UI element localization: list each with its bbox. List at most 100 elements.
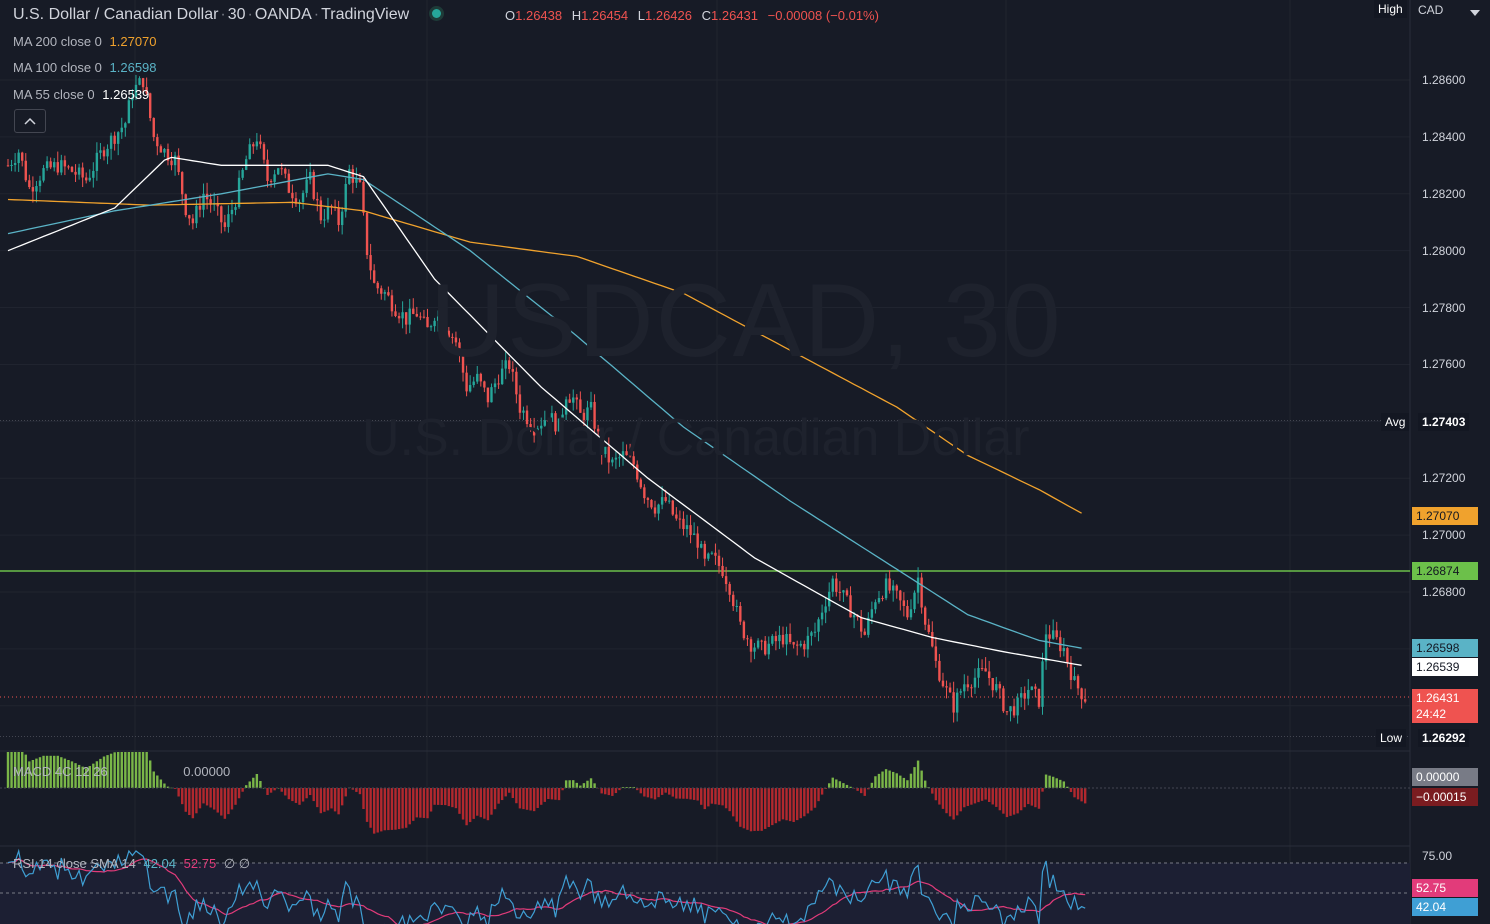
- macd-bar: [24, 754, 27, 788]
- macd-bar: [451, 788, 454, 808]
- macd-bar: [401, 788, 404, 829]
- macd-bar: [1037, 788, 1041, 809]
- candle-body: [529, 424, 532, 430]
- close-label: C: [701, 8, 712, 23]
- macd-bar: [173, 788, 177, 789]
- macd-bar: [159, 779, 163, 788]
- candle-body: [131, 97, 134, 101]
- candle-body: [308, 171, 312, 180]
- candle-body: [906, 605, 909, 618]
- candle-body: [49, 161, 52, 168]
- candle-body: [291, 192, 294, 199]
- macd-bar: [404, 788, 408, 828]
- candle-body: [596, 428, 600, 432]
- macd-bar: [902, 777, 906, 788]
- price-tick: 1.28400: [1422, 129, 1466, 144]
- candle-body: [653, 507, 657, 514]
- macd-bar: [1002, 788, 1005, 814]
- macd-bar: [987, 788, 991, 802]
- interval-label[interactable]: 30: [227, 6, 246, 23]
- market-status-icon[interactable]: [431, 9, 441, 18]
- macd-bar: [486, 788, 490, 821]
- candle-body: [113, 135, 116, 144]
- macd-bar: [134, 752, 138, 788]
- candle-body: [952, 692, 955, 713]
- macd-bar: [564, 780, 568, 788]
- macd-bar: [429, 788, 433, 812]
- macd-bar: [344, 788, 347, 797]
- legend-rsi[interactable]: RSI 14 close SMA 14 42.04 52.75 ∅ ∅: [13, 856, 254, 872]
- macd-bar: [124, 752, 127, 788]
- candle-body: [564, 399, 568, 415]
- chart-title[interactable]: U.S. Dollar / Canadian Dollar · 30 · OANDA · T…: [13, 6, 441, 24]
- candle-body: [753, 647, 756, 652]
- macd-bar: [42, 755, 45, 788]
- macd-bar: [177, 788, 180, 797]
- legend-collapse-button[interactable]: [14, 109, 46, 133]
- macd-bar: [394, 788, 397, 830]
- macd-histogram: [6, 752, 1087, 834]
- macd-bar: [212, 788, 216, 810]
- candle-body: [404, 312, 408, 325]
- macd-bar: [625, 787, 628, 788]
- candle-body: [614, 457, 618, 460]
- candle-body: [774, 636, 778, 642]
- macd-bar: [856, 788, 859, 791]
- currency-label[interactable]: CAD: [1418, 3, 1444, 17]
- macd-bar: [796, 788, 799, 821]
- macd-bar: [1019, 788, 1023, 811]
- candle-body: [1012, 706, 1016, 716]
- candle-body: [646, 498, 650, 500]
- ma-line-0: [7, 198, 1082, 514]
- candle-body: [230, 209, 234, 215]
- macd-bar: [749, 788, 753, 832]
- macd-bar: [476, 788, 479, 816]
- rsi-extra: ∅ ∅: [223, 856, 251, 871]
- candle-body: [454, 337, 458, 343]
- candle-body: [742, 621, 746, 639]
- macd-bar: [493, 788, 497, 810]
- avg-value: 1.27403: [1418, 413, 1470, 431]
- candle-body: [820, 612, 824, 620]
- macd-bar: [262, 788, 266, 789]
- candle-body: [31, 187, 35, 192]
- macd-bar: [223, 788, 227, 819]
- candle-body: [326, 205, 330, 220]
- candle-body: [1076, 676, 1080, 689]
- candle-body: [891, 585, 895, 591]
- macd-bar: [17, 752, 20, 788]
- candle-body: [1044, 634, 1048, 662]
- candle-body: [508, 360, 511, 370]
- symbol-name[interactable]: U.S. Dollar / Canadian Dollar: [13, 6, 219, 23]
- macd-bar: [899, 775, 902, 788]
- candle-body: [643, 487, 646, 499]
- macd-bar: [874, 776, 877, 788]
- macd-bar: [810, 788, 813, 811]
- ma-line-1: [7, 173, 1082, 649]
- currency-dropdown-icon[interactable]: [1470, 4, 1480, 22]
- candle-body: [244, 159, 248, 170]
- last-price-tag: 1.26431: [1412, 689, 1478, 707]
- candle-body: [17, 152, 20, 164]
- macd-bar: [436, 788, 440, 805]
- candle-body: [721, 565, 724, 577]
- legend-macd[interactable]: MACD 4C 12 26 0.00000: [13, 764, 234, 779]
- macd-bar: [312, 788, 315, 802]
- candle-body: [547, 420, 550, 422]
- hline-price-tag[interactable]: 1.26874: [1412, 562, 1478, 580]
- legend-ma100[interactable]: MA 100 close 0 1.26598: [13, 60, 161, 75]
- legend-ma200[interactable]: MA 200 close 0 1.27070: [13, 34, 161, 49]
- price-tick: 1.26800: [1422, 585, 1466, 599]
- macd-bar: [28, 761, 31, 788]
- candle-body: [1062, 648, 1066, 652]
- candle-body: [536, 428, 539, 436]
- macd-bar: [412, 788, 415, 821]
- macd-bar: [799, 788, 802, 819]
- macd-bar: [746, 788, 749, 830]
- candle-body: [785, 633, 788, 645]
- candle-body: [476, 373, 479, 382]
- legend-ma55[interactable]: MA 55 close 0 1.26539: [13, 87, 153, 102]
- candle-body: [749, 639, 753, 652]
- macd-bar: [522, 788, 525, 810]
